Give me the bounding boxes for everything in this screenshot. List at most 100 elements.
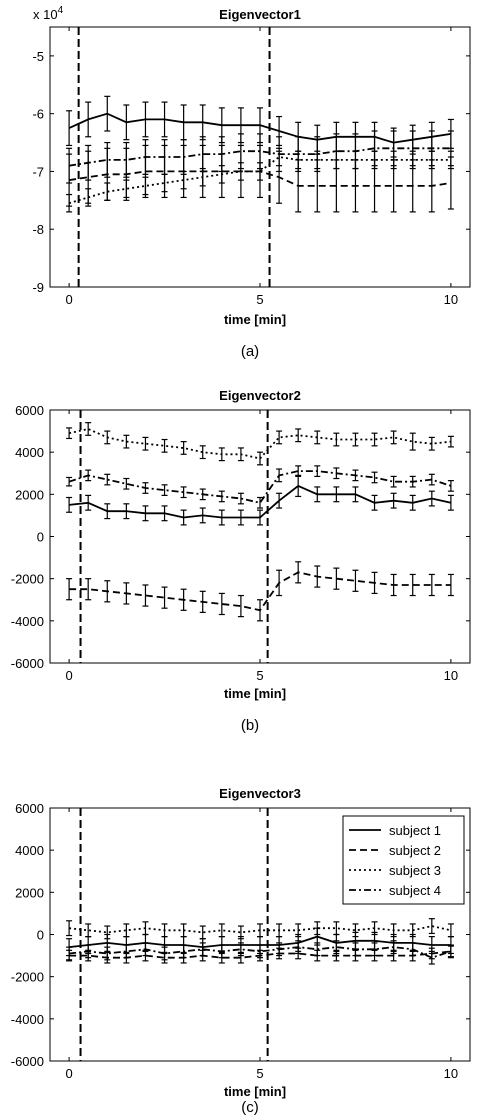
error-bar <box>237 492 244 505</box>
error-bar <box>142 176 149 196</box>
error-bar <box>199 488 206 501</box>
error-bar <box>352 923 359 938</box>
error-bar <box>237 447 244 462</box>
error-bar <box>352 133 359 170</box>
error-bar <box>428 436 435 451</box>
y-tick-label: -4000 <box>11 614 44 629</box>
legend-entry: subject 4 <box>389 883 441 898</box>
x-tick-label: 5 <box>256 292 263 307</box>
error-bar <box>123 141 130 178</box>
error-bar <box>333 921 340 936</box>
legend-entry: subject 1 <box>389 823 441 838</box>
error-bar <box>85 494 92 511</box>
error-bar <box>180 509 187 526</box>
error-bar <box>409 432 416 451</box>
error-bar <box>123 582 130 605</box>
error-bar <box>199 136 206 173</box>
error-bar <box>123 944 130 959</box>
error-bar <box>180 441 187 455</box>
panel-caption: (b) <box>241 717 259 734</box>
x-tick-label: 10 <box>444 668 458 683</box>
error-bar <box>276 492 283 509</box>
error-bar <box>85 101 92 138</box>
series-line <box>68 156 451 205</box>
error-bar <box>409 475 416 488</box>
error-bar <box>352 469 359 482</box>
y-tick-label: 2000 <box>15 885 44 900</box>
error-bar <box>333 133 340 170</box>
error-bar <box>218 447 225 462</box>
error-bar <box>371 921 378 936</box>
error-bar <box>447 573 454 597</box>
series-line <box>68 470 452 504</box>
y-tick-label: -9 <box>32 280 44 295</box>
y-tick-label: 6000 <box>15 403 44 418</box>
error-bar <box>295 136 302 173</box>
y-exponent-base: x 10 <box>33 7 58 22</box>
error-bar <box>352 486 359 503</box>
error-bar <box>237 942 244 957</box>
error-bar <box>218 592 225 616</box>
error-bar <box>123 503 130 520</box>
error-bar <box>104 473 111 486</box>
error-bar <box>314 942 321 957</box>
error-bar <box>104 430 111 445</box>
error-bar <box>257 451 263 466</box>
error-bar <box>104 95 111 132</box>
error-bar <box>447 435 454 448</box>
error-bar <box>428 573 435 597</box>
error-bar <box>295 465 302 478</box>
error-bar <box>180 923 187 938</box>
error-bar <box>428 473 435 486</box>
y-tick-label: 4000 <box>15 445 44 460</box>
error-bar <box>85 188 92 207</box>
y-exponent-power: 4 <box>58 5 64 16</box>
error-bar <box>276 430 283 445</box>
x-axis-label: time [min] <box>224 312 286 327</box>
error-bar <box>276 923 283 938</box>
legend-entry: subject 2 <box>389 843 441 858</box>
error-bar <box>314 486 321 503</box>
error-bar <box>333 467 340 480</box>
error-bar <box>447 130 454 167</box>
error-bar <box>66 427 73 440</box>
error-bar <box>371 571 378 595</box>
error-bar <box>333 432 340 447</box>
error-bar <box>409 942 416 957</box>
error-bar <box>314 465 321 478</box>
error-bar <box>199 925 206 940</box>
error-bar <box>371 471 378 484</box>
error-bar <box>428 130 435 167</box>
error-bar <box>390 130 397 167</box>
error-bar <box>123 104 130 141</box>
error-bar <box>218 490 225 503</box>
error-bar <box>104 580 111 603</box>
error-bar <box>295 940 302 955</box>
error-bar <box>142 101 149 138</box>
error-bar <box>295 923 302 938</box>
error-bar <box>199 445 206 460</box>
series-subject-4 <box>66 940 454 965</box>
error-bar <box>428 950 435 965</box>
error-bar <box>257 509 263 526</box>
error-bar <box>257 944 263 959</box>
error-bar <box>104 182 111 201</box>
x-axis-label: time [min] <box>224 1084 286 1099</box>
panel-caption: (c) <box>241 1099 259 1115</box>
error-bar <box>85 944 92 959</box>
error-bar <box>447 944 454 959</box>
error-bar <box>237 509 244 526</box>
x-tick-label: 5 <box>256 668 263 683</box>
y-exponent-label: x 104 <box>33 5 64 22</box>
error-bar <box>257 496 263 509</box>
series-subject-3 <box>66 918 454 940</box>
y-tick-label: 0 <box>37 530 44 545</box>
error-bar <box>66 193 73 213</box>
error-bar <box>352 942 359 957</box>
error-bar <box>180 944 187 959</box>
error-bar <box>104 141 111 178</box>
error-bar <box>390 923 397 938</box>
error-bar <box>295 428 302 443</box>
error-bar <box>161 505 168 522</box>
error-bar <box>428 490 435 507</box>
